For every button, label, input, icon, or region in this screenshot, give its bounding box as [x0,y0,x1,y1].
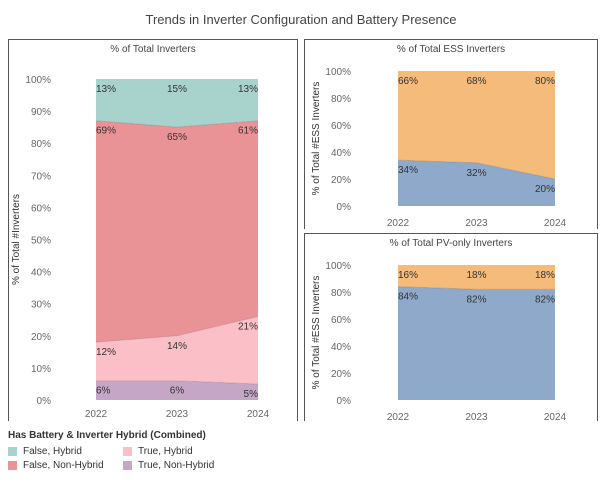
y-tick-label: 60% [331,315,351,326]
legend-title: Has Battery & Inverter Hybrid (Combined) [8,430,206,441]
data-label: 84% [398,292,418,303]
data-label: 69% [96,126,116,137]
data-label: 82% [466,294,486,305]
y-tick-label: 20% [331,175,351,186]
data-label: 6% [170,386,185,397]
area-series-2[interactable] [96,120,258,343]
legend-label: True, Hybrid [138,445,193,457]
x-tick-label: 2024 [544,218,567,229]
y-tick-label: 30% [31,300,51,311]
y-tick-label: 40% [331,148,351,159]
y-tick-label: 50% [31,236,51,247]
chart-ess-inverters: 34% 32% 20% 66% 68% 80% 0% 20% 40% 60% 80% 100% 2022… [311,67,567,229]
y-axis-title: % of Total #ESS Inverters [311,82,322,196]
legend-item-true-hybrid[interactable]: True, Hybrid [123,446,238,457]
legend-swatch [8,460,17,470]
y-tick-label: 40% [31,268,51,279]
data-label: 34% [398,165,418,176]
y-tick-label: 80% [331,94,351,105]
legend-label: False, Non-Hybrid [23,459,104,471]
x-tick-label: 2023 [465,412,488,423]
y-tick-label: 100% [325,67,351,78]
y-tick-label: 20% [31,332,51,343]
legend-item-false-non-hybrid[interactable]: False, Non-Hybrid [8,460,123,471]
area-boundary-line [397,286,555,290]
x-tick-label: 2022 [387,412,410,423]
area-boundary-line [96,380,259,385]
legend-row: False, Non-Hybrid True, Non-Hybrid [8,458,238,472]
legend-swatch [8,446,17,456]
y-tick-label: 20% [331,369,351,380]
area-series-0[interactable] [398,160,555,206]
panel-ess-inverters: % of Total ESS Inverters 34% 32% 20% 66% 68%… [304,39,598,229]
data-label: 14% [167,341,187,352]
legend-swatch [123,446,132,456]
legend-swatch [123,460,132,470]
data-label: 21% [238,322,258,333]
data-label: 20% [535,184,555,195]
x-tick-label: 2022 [387,218,410,229]
y-tick-label: 10% [31,364,51,375]
legend-label: False, Hybrid [23,445,82,457]
area-series-0[interactable] [398,286,555,400]
chart-total-inverters: 6% 6% 5% 12% 14% 21% 69% 65% 61% 13% 15% 13% 0% 10% 20… [11,75,270,420]
data-label: 68% [466,76,486,87]
y-tick-label: 100% [25,75,51,86]
y-axis-title: % of Total #ESS Inverters [311,276,322,390]
panel-total-inverters: % of Total Inverters 6% 6% 5% 12% 14% 21% 69% 6… [8,39,298,421]
area-boundary-line [95,120,259,128]
y-tick-label: 0% [337,396,352,407]
area-boundary-line [397,159,556,180]
legend-row: False, Hybrid True, Hybrid [8,444,238,458]
panel-pv-only-inverters: % of Total PV-only Inverters 84% 82% 82% 16… [304,233,598,423]
y-tick-label: 90% [31,107,51,118]
main-title: Trends in Inverter Configuration and Bat… [145,12,457,27]
area-boundary-line [95,316,259,343]
area-series-1[interactable] [96,316,258,384]
y-tick-label: 0% [37,396,52,407]
data-label: 5% [244,389,259,400]
x-tick-label: 2024 [247,409,270,420]
data-label: 18% [466,270,486,281]
data-label: 6% [96,386,111,397]
data-label: 13% [96,84,116,95]
panel-title: % of Total ESS Inverters [396,44,506,55]
data-label: 80% [535,76,555,87]
y-tick-label: 80% [31,139,51,150]
data-label: 12% [96,347,116,358]
y-tick-label: 100% [325,261,351,272]
x-tick-label: 2023 [465,218,488,229]
legend: Has Battery & Inverter Hybrid (Combined)… [8,430,238,472]
legend-label: True, Non-Hybrid [138,459,215,471]
data-label: 18% [535,270,555,281]
y-tick-label: 80% [331,288,351,299]
data-label: 65% [167,132,187,143]
chart-pv-only-inverters: 84% 82% 82% 16% 18% 18% 0% 20% 40% 60% 80% 100% 2022… [311,261,567,423]
y-tick-label: 40% [331,342,351,353]
area-series-3[interactable] [96,79,258,128]
x-tick-label: 2022 [85,409,108,420]
x-tick-label: 2024 [544,412,567,423]
data-label: 13% [238,84,258,95]
area-series-1[interactable] [398,71,555,179]
panel-title: % of Total Inverters [110,44,196,55]
panel-title: % of Total PV-only Inverters [389,238,513,249]
legend-item-true-non-hybrid[interactable]: True, Non-Hybrid [123,460,238,471]
data-label: 15% [167,84,187,95]
x-tick-label: 2023 [166,409,189,420]
legend-item-false-hybrid[interactable]: False, Hybrid [8,446,123,457]
area-series-0[interactable] [96,380,258,400]
y-tick-label: 70% [31,171,51,182]
data-label: 66% [398,76,418,87]
y-tick-label: 60% [31,203,51,214]
data-label: 16% [398,270,418,281]
area-series-1[interactable] [398,265,555,290]
data-label: 61% [238,126,258,137]
data-label: 82% [535,294,555,305]
y-tick-label: 60% [331,121,351,132]
y-axis-title: % of Total #Inverters [11,194,22,285]
y-tick-label: 0% [337,202,352,213]
data-label: 32% [466,168,486,179]
